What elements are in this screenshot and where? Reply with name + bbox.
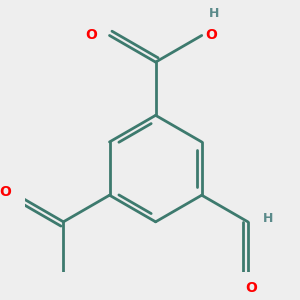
Text: O: O (85, 28, 97, 43)
Text: O: O (245, 281, 257, 295)
Text: O: O (0, 185, 11, 199)
Text: H: H (209, 7, 219, 20)
Text: O: O (205, 28, 217, 43)
Text: H: H (263, 212, 273, 225)
